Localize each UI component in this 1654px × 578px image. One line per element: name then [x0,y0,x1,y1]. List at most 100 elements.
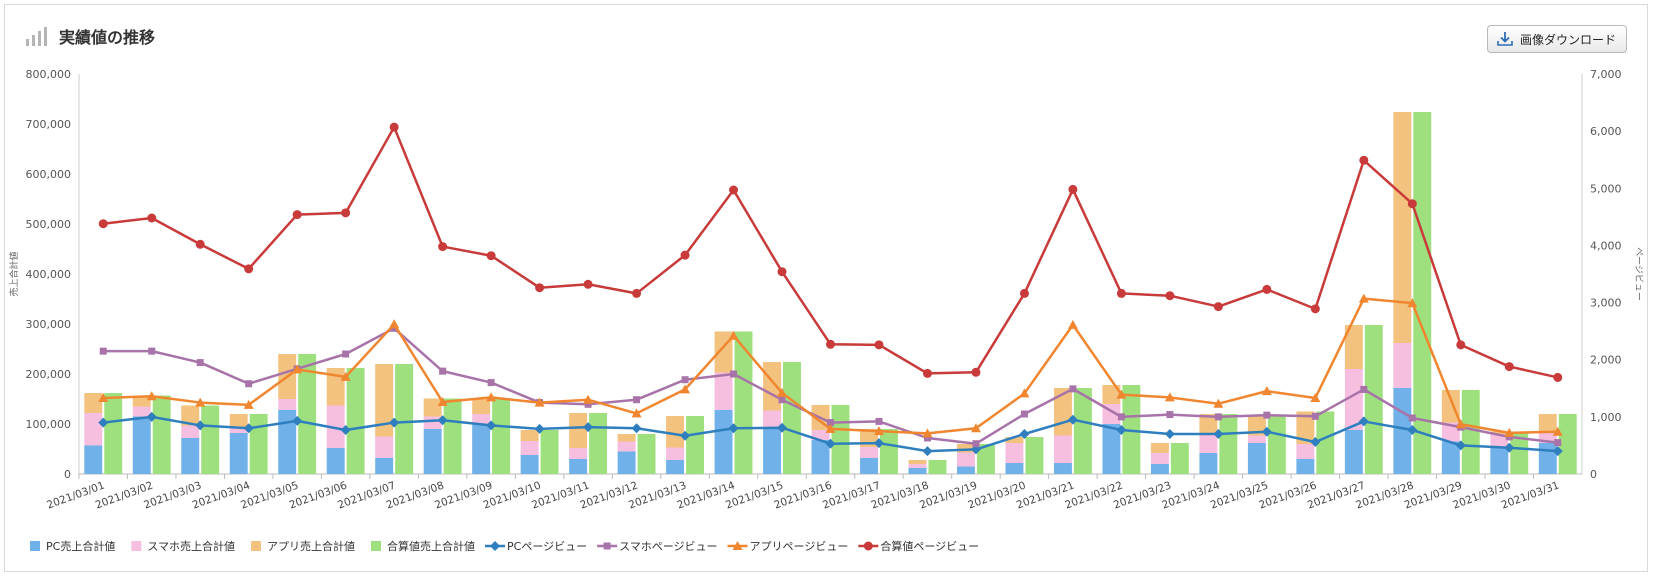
sp-pageview-point [633,396,641,404]
app-pageview-point [728,330,739,340]
sp-pageview-point [875,417,883,425]
total-sales-bar [1510,431,1529,474]
left-tick-label: 300,000 [26,318,72,331]
app-sales-bar [132,395,151,407]
app-pageview-point [534,397,545,407]
total-pageview-point [583,279,593,289]
right-tick-label: 2,000 [1590,354,1622,367]
total-sales-bar [346,368,365,474]
total-pageview-point [826,339,835,349]
total-pageview-point [1116,288,1126,298]
bar-chart-icon [26,27,47,46]
legend-label: PC売上合計値 [46,539,115,553]
total-sales-bar [783,362,801,474]
app-pageview-point [1019,388,1030,398]
chart-header: 実績値の推移 [25,21,155,51]
total-pageview-point [438,242,448,252]
pc-sales-bar [908,468,927,474]
pc-sales-bar [1005,463,1024,474]
image-download-button[interactable]: 画像ダウンロード [1486,25,1627,53]
sp-pageview-point [196,359,204,367]
total-sales-bar [1073,388,1092,474]
sp-sales-bar [1538,433,1557,443]
app-pageview-point [631,408,642,418]
total-sales-bar [1316,411,1335,474]
app-sales-bar [908,460,927,464]
app-sales-bar [763,362,782,411]
legend-label: 合算値売上合計値 [387,539,475,553]
sp-sales-bar [666,447,685,460]
total-sales-bar [1413,112,1432,474]
total-sales-bar [443,398,462,474]
app-pageview-point [1358,293,1369,303]
legend-marker [863,541,873,551]
app-pageview-point [437,397,448,406]
sp-sales-bar [617,441,636,452]
total-sales-bar [637,434,656,474]
total-pageview-point [1165,291,1175,301]
legend-item: スマホ売上合計値 [131,539,235,553]
legend-swatch [30,541,40,551]
app-pageview-point [1552,426,1563,436]
pc-pageview-point [1504,442,1515,453]
sp-sales-bar [375,436,394,458]
pc-pageview-point [1455,440,1466,451]
legend-item: 合算値ページビュー [858,539,979,553]
pc-pageview-point [340,425,351,435]
total-pageview-point [777,267,787,277]
pc-sales-bar [1296,459,1315,474]
download-icon [1497,32,1513,46]
app-pageview-point [98,393,109,402]
total-sales-bar [1025,437,1044,474]
total-pageview-point [1262,284,1272,294]
sp-pageview-point [1360,385,1368,393]
app-pageview-point [970,423,981,433]
right-tick-label: 1,000 [1590,411,1622,424]
sp-sales-bar [229,428,248,433]
pc-sales-bar [1344,430,1363,474]
app-pageview-point [340,371,351,381]
sp-sales-bar [569,448,588,459]
total-pageview-point [632,288,642,298]
app-pageview-point [1310,393,1321,402]
pc-pageview-point [243,423,254,434]
pc-pageview-point [1407,425,1418,435]
pc-sales-bar [1441,441,1460,474]
left-tick-label: 400,000 [26,268,72,281]
pc-sales-bar [1490,446,1509,474]
sp-sales-bar [326,405,345,448]
app-pageview-point [1455,419,1466,429]
app-pageview-point [486,392,497,402]
sp-sales-bar [1199,433,1218,453]
app-pageview-point [1164,392,1175,402]
app-sales-bar [229,414,248,428]
app-pageview-point [777,387,788,397]
total-pageview-point [1456,340,1466,350]
pc-sales-bar [375,458,394,474]
app-pageview-point [1116,389,1127,399]
app-sales-bar [1150,443,1169,453]
total-sales-bar [1267,415,1286,474]
total-sales-bar [104,393,123,474]
total-sales-bar [831,405,850,474]
pc-sales-bar [1538,443,1557,474]
app-pageview-point [1504,427,1515,437]
total-sales-bar [734,331,753,474]
pc-pageview-point [1116,425,1127,435]
app-sales-bar [84,393,103,413]
pc-sales-bar [617,451,636,474]
total-pageview-point [1068,184,1078,194]
pc-sales-bar [84,445,103,474]
total-sales-bar [1122,385,1141,474]
sp-sales-bar [132,406,151,417]
total-pageview-point [292,210,302,220]
total-sales-bar [152,395,171,474]
app-pageview-point [1407,298,1418,308]
app-pageview-point [680,384,691,394]
pc-pageview-point [680,430,691,441]
sp-pageview-point [1020,410,1028,418]
right-tick-label: 4,000 [1590,239,1622,252]
legend-marker [603,542,611,550]
sp-sales-bar [1005,443,1024,463]
